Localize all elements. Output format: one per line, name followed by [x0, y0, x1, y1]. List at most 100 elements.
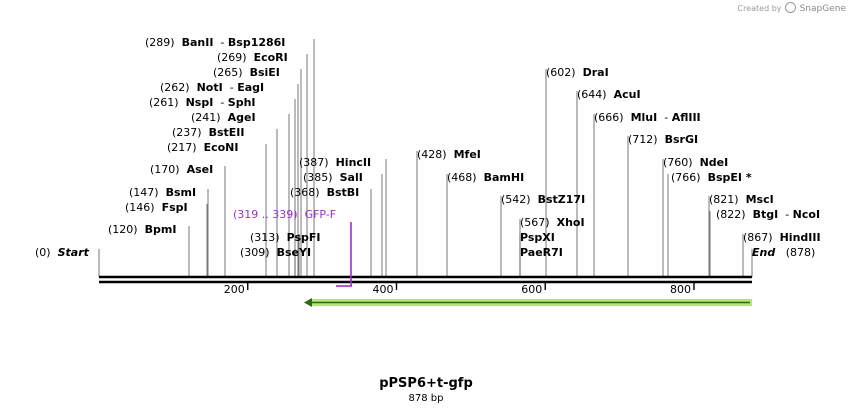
site-position: (147)	[129, 186, 159, 199]
site-name: BstBI	[327, 186, 360, 199]
site-bseyi[interactable]: (309) BseYI	[240, 246, 311, 259]
svg-text:(368) BstBI: (368) BstBI	[290, 186, 359, 199]
site-name: BsrGI	[665, 133, 698, 146]
primer-name: GFP-F	[305, 208, 337, 221]
svg-text:(644) AcuI: (644) AcuI	[577, 88, 641, 101]
site-hindiii[interactable]: (867) HindIII	[743, 231, 821, 244]
site-fspi[interactable]: (146) FspI	[125, 201, 188, 214]
site-position: (712)	[628, 133, 658, 146]
tick-marks: 200 400 600 800	[224, 283, 695, 296]
site-start[interactable]: (0) Start	[35, 246, 90, 259]
site-position: (309)	[240, 246, 270, 259]
site-position: (261)	[149, 96, 179, 109]
site-ndei[interactable]: (760) NdeI	[663, 156, 728, 169]
svg-text:(468) BamHI: (468) BamHI	[447, 171, 524, 184]
site-position: (602)	[546, 66, 576, 79]
site-position: (241)	[191, 111, 221, 124]
site-bsteii[interactable]: (237) BstEII	[172, 126, 244, 139]
svg-text:PspXI: PspXI	[520, 231, 555, 244]
site-xhoi[interactable]: (567) XhoI	[520, 216, 585, 229]
site-bstz17i[interactable]: (542) BstZ17I	[501, 193, 585, 206]
svg-text:(319 .. 339) GFP-F: (319 .. 339) GFP-F	[233, 208, 336, 221]
site-position: (428)	[417, 148, 447, 161]
site-bsiei[interactable]: (265) BsiEI	[213, 66, 280, 79]
site-position: (821)	[709, 193, 739, 206]
site-name-secondary: SphI	[228, 96, 256, 109]
site-msci[interactable]: (821) MscI	[709, 193, 774, 206]
site-btgi[interactable]: (822) BtgI - NcoI	[716, 208, 820, 221]
svg-text:(147) BsmI: (147) BsmI	[129, 186, 196, 199]
svg-text:(120) BpmI: (120) BpmI	[108, 223, 176, 236]
site-bsmi[interactable]: (147) BsmI	[129, 186, 196, 199]
site-position: (468)	[447, 171, 477, 184]
site-bpmi[interactable]: (120) BpmI	[108, 223, 176, 236]
svg-text:(387) HincII: (387) HincII	[299, 156, 371, 169]
svg-text:(262) NotI - EagI: (262) NotI - EagI	[160, 81, 264, 94]
site-noti[interactable]: (262) NotI - EagI	[160, 81, 264, 94]
site-mlui[interactable]: (666) MluI - AflIII	[594, 111, 701, 124]
site-asei[interactable]: (170) AseI	[150, 163, 213, 176]
tick-label: 200	[224, 283, 245, 296]
sequence-name: pPSP6+t-gfp	[379, 376, 473, 391]
svg-text:(217) EcoNI: (217) EcoNI	[167, 141, 238, 154]
svg-text:(602) DraI: (602) DraI	[546, 66, 609, 79]
site-acui[interactable]: (644) AcuI	[577, 88, 641, 101]
primer-gfp-f[interactable]: (319 .. 339) GFP-F	[233, 208, 352, 287]
credit-prefix: Created by	[737, 4, 782, 13]
site-name: MluI	[631, 111, 658, 124]
site-mfei[interactable]: (428) MfeI	[417, 148, 481, 161]
site-name: DraI	[583, 66, 609, 79]
svg-text:(261) NspI - SphI: (261) NspI - SphI	[149, 96, 256, 109]
site-name: FspI	[162, 201, 188, 214]
site-banii[interactable]: (289) BanII - Bsp1286I	[145, 36, 285, 49]
site-position: (666)	[594, 111, 624, 124]
site-drai[interactable]: (602) DraI	[546, 66, 609, 79]
svg-text:(867) HindIII: (867) HindIII	[743, 231, 821, 244]
svg-text:(428) MfeI: (428) MfeI	[417, 148, 481, 161]
site-name: PspFI	[287, 231, 321, 244]
svg-text:(146) FspI: (146) FspI	[125, 201, 188, 214]
site-position: (878)	[786, 246, 816, 259]
site-bspei[interactable]: (766) BspEI *	[671, 171, 752, 184]
site-name-secondary: EagI	[237, 81, 264, 94]
site-name: BstEII	[209, 126, 245, 139]
site-position: (542)	[501, 193, 531, 206]
sequence-length: 878 bp	[408, 393, 444, 404]
site-position: (760)	[663, 156, 693, 169]
svg-text:(265) BsiEI: (265) BsiEI	[213, 66, 280, 79]
site-hincii[interactable]: (387) HincII	[299, 156, 371, 169]
site-name: PspXI	[520, 231, 555, 244]
svg-text:(385) SalI: (385) SalI	[303, 171, 363, 184]
site-bstbi[interactable]: (368) BstBI	[290, 186, 359, 199]
site-bsrgi[interactable]: (712) BsrGI	[628, 133, 698, 146]
site-sali[interactable]: (385) SalI	[303, 171, 363, 184]
site-pspfi[interactable]: (313) PspFI	[250, 231, 321, 244]
site-nspi[interactable]: (261) NspI - SphI	[149, 96, 256, 109]
svg-text:(666) MluI - AflIII: (666) MluI - AflIII	[594, 111, 701, 124]
site-agei[interactable]: (241) AgeI	[191, 111, 256, 124]
site-position: (265)	[213, 66, 243, 79]
site-name: BtgI	[753, 208, 779, 221]
site-name: BsiEI	[250, 66, 280, 79]
site-name: BstZ17I	[538, 193, 586, 206]
site-position: (170)	[150, 163, 180, 176]
site-name: PaeR7I	[520, 246, 563, 259]
site-position: (0)	[35, 246, 51, 259]
site-bamhi[interactable]: (468) BamHI	[447, 171, 524, 184]
site-econi[interactable]: (217) EcoNI	[167, 141, 238, 154]
site-name: NotI	[197, 81, 223, 94]
site-paer7i[interactable]: PaeR7I	[520, 246, 563, 259]
snapgene-credit: Created by SnapGene	[737, 2, 846, 14]
feature-arrow[interactable]	[304, 298, 752, 307]
site-position: (385)	[303, 171, 333, 184]
site-ecori[interactable]: (269) EcoRI	[217, 51, 288, 64]
site-name: Start	[58, 246, 90, 259]
site-name: MscI	[746, 193, 774, 206]
site-position: (289)	[145, 36, 175, 49]
site-name: BsmI	[166, 186, 197, 199]
feature-arrowhead-icon	[304, 298, 312, 307]
site-pspxi[interactable]: PspXI	[520, 231, 555, 244]
site-end[interactable]: End (878)	[752, 246, 815, 259]
site-name: HincII	[336, 156, 372, 169]
